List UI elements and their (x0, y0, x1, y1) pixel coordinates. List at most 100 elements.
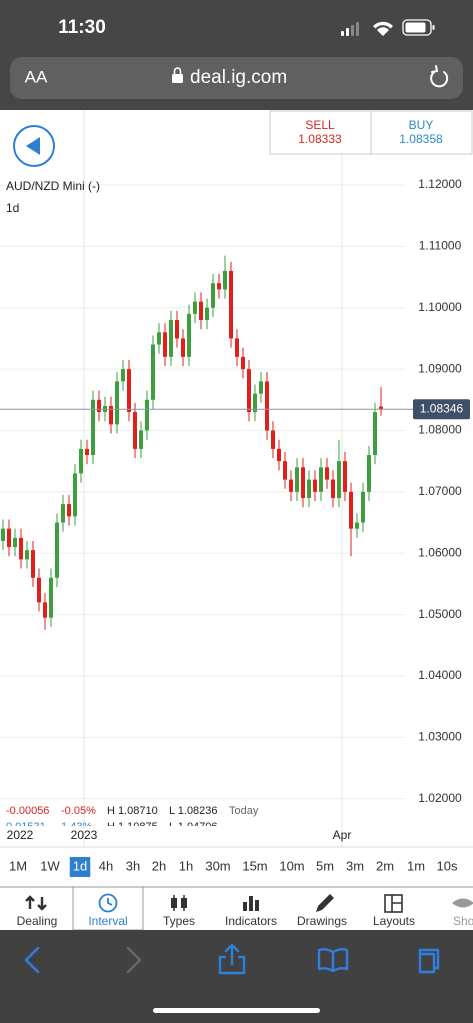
candle-body (157, 332, 161, 345)
interval[interactable]: 1h (179, 858, 193, 873)
sell-button[interactable] (269, 110, 372, 155)
toolbar-item[interactable]: Indicators (225, 914, 277, 928)
interval[interactable]: 4h (99, 858, 113, 873)
status-icons (341, 19, 435, 36)
interval-selected (69, 857, 91, 877)
interval[interactable]: 10s (437, 858, 458, 873)
candle-body (379, 406, 383, 410)
stat-high: H 1.10875 (107, 821, 158, 833)
clock: 11:30 (58, 17, 106, 38)
candle-body (97, 399, 101, 413)
interval[interactable]: 10m (279, 858, 304, 873)
interval[interactable]: 15m (242, 858, 267, 873)
toolbar-item[interactable]: Interval (88, 914, 127, 928)
candle-body (271, 430, 275, 449)
candle-body (7, 528, 11, 548)
back-arrow (26, 137, 40, 155)
y-tick-label: 1.09000 (418, 361, 462, 375)
candle-body (373, 412, 377, 456)
sell-label: SELL (305, 118, 335, 132)
toolbar-item[interactable]: Dealing (17, 914, 58, 928)
timeframe: 1d (6, 201, 19, 215)
y-tick-label: 1.07000 (418, 484, 462, 498)
stat-low: L 1.04706 (169, 821, 218, 833)
candle-body (325, 467, 329, 480)
stat-change: -0.00056 (6, 805, 49, 817)
candle-body (223, 270, 227, 290)
candle-body (145, 399, 149, 431)
instrument-name: AUD/NZD Mini (-) (6, 179, 100, 193)
candle-body (313, 479, 317, 492)
stat-change-pct: -0.05% (61, 805, 96, 817)
home-indicator (153, 1008, 320, 1013)
candle-body (229, 270, 233, 339)
candle-body (295, 467, 299, 492)
buy-label: BUY (409, 118, 434, 132)
current-price-box (413, 399, 470, 420)
x-tick-label: Apr (333, 828, 352, 842)
candle-body (301, 467, 305, 498)
stats-today: -0.00056 -0.05% H 1.08710 L 1.08236 Toda… (6, 805, 259, 817)
candle-body (115, 381, 119, 425)
candle-body (127, 369, 131, 413)
candle-body (79, 448, 83, 474)
toolbar-item[interactable]: Show (453, 914, 473, 928)
buy-button[interactable] (370, 110, 473, 155)
interval[interactable]: 1W (40, 858, 60, 873)
interval[interactable]: 3h (126, 858, 140, 873)
browser-back[interactable] (24, 946, 40, 974)
interval[interactable]: 1m (407, 858, 425, 873)
candle-body (259, 381, 263, 394)
bookmarks-button[interactable] (317, 948, 349, 973)
candle-body (139, 430, 143, 449)
candle-body (367, 455, 371, 492)
interval[interactable]: 3m (346, 858, 364, 873)
interval[interactable]: 1d (73, 858, 87, 873)
toolbar: Dealing Interval Types Indicators Drawin… (17, 914, 473, 928)
candle-body (355, 522, 359, 529)
interval[interactable]: 2h (152, 858, 166, 873)
candle-body (121, 369, 125, 382)
candle-body (49, 577, 53, 618)
candle-body (73, 473, 77, 517)
x-tick-label: 2023 (71, 828, 98, 842)
sell-price: 1.08333 (298, 132, 342, 146)
stat-low: L 1.08236 (169, 805, 218, 817)
x-tick-label: 2022 (7, 828, 34, 842)
stat-high: H 1.08710 (107, 805, 158, 817)
y-tick-label: 1.11000 (419, 239, 462, 253)
candle-body (253, 393, 257, 413)
url[interactable]: deal.ig.com (190, 67, 287, 88)
candle-body (247, 369, 251, 413)
toolbar-item[interactable]: Types (163, 914, 195, 928)
candle-body (241, 356, 245, 370)
interval[interactable]: 5m (316, 858, 334, 873)
url-bar[interactable] (10, 57, 463, 99)
candle-body (25, 550, 29, 560)
toolbar-item[interactable]: Drawings (297, 914, 347, 928)
y-tick-label: 1.02000 (418, 791, 462, 805)
candle-body (31, 550, 35, 578)
stat-change-pct: 1.43% (61, 821, 92, 833)
tabs-button[interactable] (418, 948, 440, 974)
reload-icon[interactable] (430, 65, 449, 88)
interval[interactable]: 2m (376, 858, 394, 873)
text-size-button[interactable]: AA (25, 67, 48, 86)
toolbar-item[interactable]: Layouts (373, 914, 415, 928)
candle-body (319, 467, 323, 492)
candle-body (199, 301, 203, 321)
interval[interactable]: 30m (205, 858, 230, 873)
stat-period: Today (229, 805, 259, 817)
x-axis: 2022 2023 Apr (7, 828, 352, 842)
candle-body (13, 537, 17, 548)
y-tick-label: 1.03000 (418, 729, 462, 743)
candle-body (211, 283, 215, 308)
candle-body (343, 461, 347, 492)
current-price-label: 1.08346 (420, 401, 464, 415)
interval[interactable]: 1M (9, 858, 27, 873)
share-button[interactable] (218, 943, 246, 975)
candle-body (61, 504, 65, 523)
candle-body (349, 491, 353, 529)
y-tick-label: 1.06000 (418, 545, 462, 559)
